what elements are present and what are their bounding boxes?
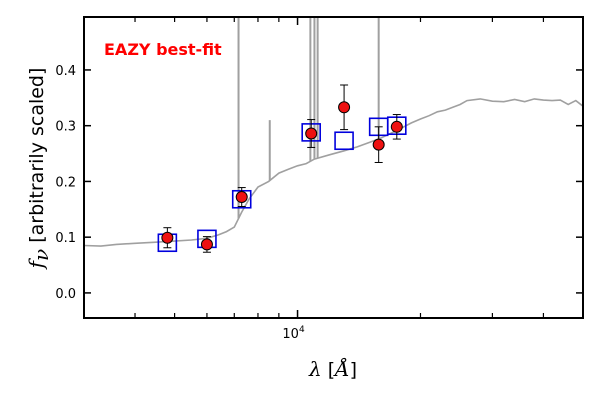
observed-flux-point	[372, 138, 385, 151]
model-layer	[157, 116, 407, 253]
observed-flux-point	[390, 120, 403, 133]
y-tick-label: 0.1	[55, 231, 76, 246]
model-flux-square	[334, 131, 354, 151]
observed-flux-point	[338, 101, 351, 114]
y-tick-label: 0.3	[55, 120, 76, 135]
observed-flux-point	[200, 238, 213, 251]
x-tick-label: 104	[282, 325, 305, 342]
y-tick-label: 0.4	[55, 64, 76, 79]
observed-flux-point	[235, 191, 248, 204]
tick-layer: 0.0 0.1 0.2 0.3 0.4 104	[55, 17, 583, 342]
observed-flux-point	[161, 231, 174, 244]
template-spectrum-line	[84, 98, 583, 247]
observed-flux-point	[305, 127, 318, 140]
plot-area	[84, 17, 583, 318]
observed-layer	[161, 84, 403, 253]
y-tick-label: 0.2	[55, 175, 76, 190]
plot-frame	[83, 16, 584, 319]
annotation-label: EAZY best-fit	[104, 40, 222, 59]
y-axis-title: fν [arbitrarily scaled]	[24, 68, 53, 271]
x-axis-title: λ [Å]	[308, 356, 357, 381]
y-tick-label: 0.0	[55, 287, 76, 302]
